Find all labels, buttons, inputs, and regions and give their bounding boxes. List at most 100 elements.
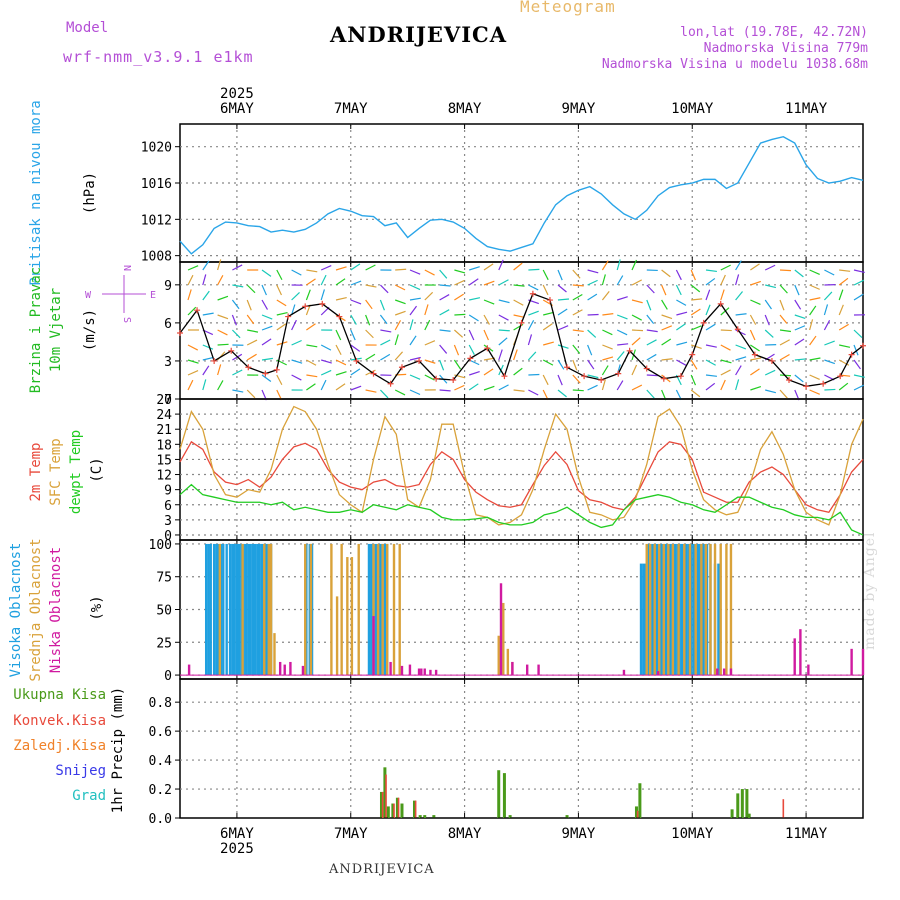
wind-barb xyxy=(528,268,540,271)
wind-barb xyxy=(853,293,864,301)
wind-barb xyxy=(631,279,643,286)
y-tick-label: 0.2 xyxy=(149,783,172,798)
wind-barb xyxy=(261,374,272,382)
mid-cloud-bar xyxy=(713,543,717,676)
gust-marker xyxy=(194,307,201,314)
gust-marker xyxy=(643,365,650,372)
wind-barb xyxy=(587,359,595,370)
wind-barb xyxy=(690,359,698,370)
wind-barb xyxy=(350,385,362,391)
high-cloud-bar xyxy=(669,543,672,676)
wind-barb xyxy=(365,314,371,326)
wind-barb xyxy=(187,289,192,301)
mid-cloud-bar xyxy=(392,543,396,676)
wind-barb xyxy=(454,329,464,338)
wind-barb xyxy=(439,344,448,354)
gust-marker xyxy=(768,357,775,364)
total-precip-bar xyxy=(423,815,427,818)
wind-barb xyxy=(572,359,578,371)
mid-cloud-bar xyxy=(385,543,389,676)
high-cloud-bar xyxy=(247,543,250,676)
conv-precip-bar xyxy=(397,797,400,818)
wind-barb xyxy=(572,374,581,384)
mid-cloud-bar xyxy=(704,543,708,676)
wind-barb xyxy=(823,291,833,301)
wind-barb xyxy=(764,264,776,271)
wind-barb xyxy=(483,299,495,305)
low-cloud-bar xyxy=(372,616,375,676)
wind-barb xyxy=(320,265,332,271)
wind-barb xyxy=(794,358,806,361)
pressure-unit-label: (hPa) xyxy=(82,172,98,214)
wind-barb xyxy=(676,311,688,316)
wind-barb xyxy=(853,344,859,356)
wind-barb xyxy=(394,320,402,331)
wind-barb xyxy=(750,368,760,376)
wind-barb xyxy=(587,269,599,274)
top-day-label: 10MAY xyxy=(671,101,714,117)
mid-cloud-bar xyxy=(719,543,722,676)
mid-cloud-bar xyxy=(269,543,273,676)
wind-barb xyxy=(587,329,597,338)
wind-barb xyxy=(765,389,777,394)
top-day-label: 7MAY xyxy=(334,101,368,117)
gust-marker xyxy=(370,370,377,377)
wind-barb xyxy=(765,284,777,289)
mid-cloud-bar xyxy=(725,543,728,676)
wind-barb xyxy=(646,314,655,325)
wind-barb xyxy=(335,344,342,356)
wind-barb xyxy=(232,389,244,393)
wind-barb xyxy=(335,329,342,341)
wind-barb xyxy=(513,389,525,392)
wind-barb xyxy=(439,389,451,392)
total-precip-bar xyxy=(395,797,399,818)
wind-barb xyxy=(557,284,567,293)
wind-barb xyxy=(187,359,199,364)
wind-barb xyxy=(320,274,327,286)
wind-barb xyxy=(498,314,509,321)
mid-cloud-bar xyxy=(304,543,307,676)
wind-barb xyxy=(557,269,563,281)
high-cloud-bar xyxy=(717,563,720,676)
top-year-label: 2025 xyxy=(220,86,254,102)
high-cloud-bar xyxy=(655,543,659,676)
wind-barb xyxy=(557,344,569,349)
mid-cloud-bar xyxy=(241,543,244,676)
temp-sfc-axis-label: SFC Temp xyxy=(48,438,64,505)
mid-cloud-bar xyxy=(330,543,333,676)
wind-barb xyxy=(587,293,598,301)
wind-barb xyxy=(661,358,673,361)
wind-barb xyxy=(705,323,716,331)
wind-barb xyxy=(838,382,849,391)
wind-barb xyxy=(483,280,495,286)
total-precip-bar xyxy=(383,767,387,818)
wind-panel: 0 3 6 9 xyxy=(164,259,866,408)
wind-barb xyxy=(379,389,389,399)
gust-marker xyxy=(860,342,866,349)
top-day-label: 6MAY xyxy=(220,101,254,117)
cloud-panel: 0 25 50 75 100 xyxy=(149,538,865,684)
gust-marker xyxy=(803,383,810,390)
wind-barb xyxy=(350,368,361,376)
gust-marker xyxy=(228,347,235,354)
wind-barb xyxy=(631,384,643,391)
low-cloud-bar xyxy=(729,668,733,676)
wind-barb xyxy=(276,299,287,307)
y-tick-label: 0 xyxy=(164,669,172,684)
mid-cloud-bar xyxy=(381,543,384,676)
wind-barb xyxy=(572,389,584,392)
gust-marker xyxy=(660,375,667,382)
total-precip-bar xyxy=(565,815,569,818)
conv-precip-bar xyxy=(381,791,384,818)
wind-barb xyxy=(454,293,464,301)
wind-barb xyxy=(527,351,537,361)
wind-barb xyxy=(631,337,641,346)
wind-barb xyxy=(646,329,658,333)
wind-barb xyxy=(690,269,696,281)
wind-barb xyxy=(616,314,628,320)
low-cloud-bar xyxy=(301,665,305,676)
precip-panel: 0.0 0.2 0.4 0.6 0.8 xyxy=(149,678,864,827)
y-tick-label: 25 xyxy=(156,636,172,651)
mid-cloud-bar xyxy=(372,543,375,676)
wind-barb xyxy=(675,269,682,281)
